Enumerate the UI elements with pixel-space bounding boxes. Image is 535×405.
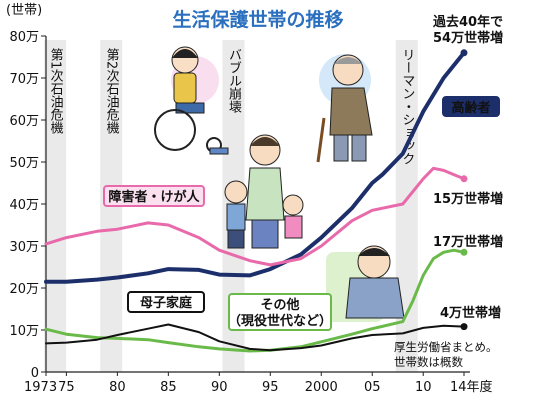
y-tick-label-8: 80万 [9,30,39,45]
x-tick-label-7: 05 [364,380,381,395]
end-label-2-line-0: 17万世帯増 [433,234,503,250]
x-tick-label-4: 90 [211,380,228,395]
x-tick-label-1: 75 [58,380,75,395]
y-tick-label-2: 20万 [9,282,39,297]
y-tick-label-5: 50万 [9,156,39,171]
wheelchair-person-illustration [154,46,229,155]
series-label-3: 母子家庭 [140,295,193,311]
family-illustration [224,134,304,249]
illustrations [154,46,405,322]
worried-man-illustration [326,245,405,322]
end-label-3-line-0: 4万世帯増 [440,305,501,321]
event-label-1: 第2次石油危機 [104,48,120,135]
series-label-2-line-1: （現役世代など） [228,313,332,329]
x-tick-label-8: 10 [415,380,432,395]
y-ticks: 0 10万 20万 30万 40万 50万 60万 70万 80万 [9,30,46,381]
y-tick-label-1: 10万 [9,324,39,339]
series-line-0 [44,50,466,284]
x-tick-label-3: 85 [160,380,177,395]
series-label-2-line-0: その他 [260,297,299,313]
x-tick-label-6: 2000 [305,380,338,395]
source-note-line-1: 厚生労働省まとめ。 [394,340,498,354]
chart-title: 生活保護世帯の推移 [172,8,343,31]
series-label-box-0 [442,96,500,117]
x-tick-label-5: 95 [262,380,279,395]
source-note-line-2: 世帯数は概数 [394,355,463,369]
series-label-box-2 [228,293,332,331]
series-end-point-0 [460,49,468,57]
series-line-1 [44,166,466,267]
y-tick-label-7: 70万 [9,72,39,87]
series-label-box-3 [127,291,205,313]
series-label-1: 障害者・けが人 [108,189,200,205]
series-line-3 [45,323,465,352]
event-label-0: 第1次石油危機 [48,48,64,135]
y-axis-unit: (世帯) [6,3,42,18]
series-end-point-2 [460,248,468,256]
end-label-1-line-0: 15万世帯増 [433,191,503,207]
series-label-0: 高齢者 [451,100,490,116]
series-end-point-3 [460,323,468,331]
elderly-man-illustration [316,54,373,163]
series-line-2 [44,248,466,353]
end-label-0-line-0: 過去40年で [432,14,503,30]
end-label-0-line-1: 54万世帯増 [433,30,503,46]
x-tick-label-2: 80 [109,380,126,395]
series-lines [44,49,468,353]
x-tick-label-9: 14年度 [450,379,493,395]
series-end-point-1 [460,175,468,183]
series-label-box-1 [103,185,205,207]
event-band-3 [395,40,418,372]
x-tick-label-0: 1973 [24,380,57,395]
y-tick-label-3: 30万 [9,240,39,255]
event-label-2: バブル崩壊 [226,48,242,114]
y-tick-label-0: 0 [31,366,39,381]
y-tick-label-4: 40万 [9,198,39,213]
event-bands: 第1次石油危機 第2次石油危機 バブル崩壊 リーマン・ショック [44,40,418,372]
event-band-0 [44,40,67,372]
y-tick-label-6: 60万 [9,114,39,129]
x-ticks: 1973 75 80 85 90 95 2000 05 10 14年度 [24,372,493,395]
